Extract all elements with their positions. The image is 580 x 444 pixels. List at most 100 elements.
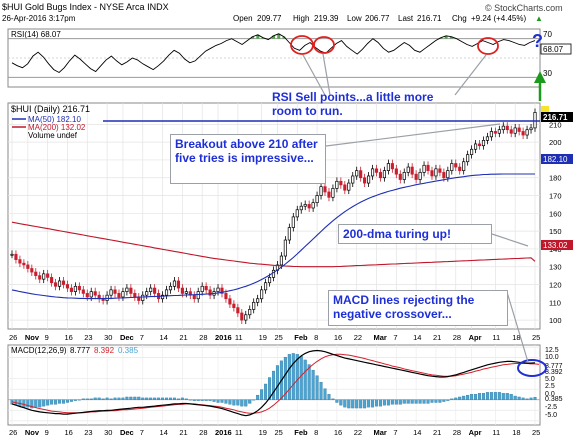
price-y-tick-170: 170 bbox=[549, 192, 562, 201]
price-x-tick-10: 28 bbox=[199, 333, 207, 342]
candle-body bbox=[509, 129, 513, 134]
candle-body bbox=[525, 129, 529, 136]
macd-right-label-6: 0.0 bbox=[545, 391, 555, 398]
candle-body bbox=[204, 285, 208, 291]
candle-body bbox=[216, 287, 220, 292]
candle-body bbox=[200, 285, 204, 292]
macd-histogram-bar bbox=[347, 399, 351, 409]
macd-right-label-4: 5.0 bbox=[545, 376, 555, 383]
candle-body bbox=[81, 289, 85, 294]
price-x-tick-20: 7 bbox=[393, 333, 397, 342]
macd-x-tick-12: 11 bbox=[235, 428, 243, 437]
price-x-tick-12: 11 bbox=[235, 333, 243, 342]
candle-body bbox=[319, 186, 323, 196]
candle-body bbox=[489, 131, 493, 138]
candle-body bbox=[485, 136, 490, 141]
candle-body bbox=[117, 293, 121, 298]
macd-x-tick-2: 9 bbox=[45, 428, 49, 437]
price-x-tick-19: Mar bbox=[374, 333, 387, 342]
candle-body bbox=[236, 307, 240, 314]
candle-body bbox=[414, 173, 418, 180]
macd-histogram-bar bbox=[438, 399, 442, 403]
candle-body bbox=[303, 204, 307, 207]
macd-histogram-bar bbox=[271, 370, 276, 400]
candle-body bbox=[359, 170, 363, 179]
quote-high-label: High bbox=[293, 14, 309, 23]
candle-body bbox=[339, 180, 343, 186]
candle-body bbox=[398, 173, 402, 180]
macd-histogram-bar bbox=[200, 399, 204, 401]
macd-histogram-bar bbox=[307, 364, 311, 400]
macd-histogram-bar bbox=[109, 398, 113, 400]
candle-body bbox=[335, 180, 339, 189]
macd-x-tick-9: 21 bbox=[179, 428, 187, 437]
macd-histogram-bar bbox=[291, 353, 295, 400]
candle-body bbox=[438, 168, 442, 173]
candle-body bbox=[434, 168, 438, 177]
candle-body bbox=[267, 277, 272, 284]
candle-body bbox=[295, 209, 299, 218]
pointer-rsi-1 bbox=[302, 54, 326, 96]
macd-histogram-bar bbox=[153, 397, 157, 400]
last-price-marker bbox=[541, 106, 549, 116]
candle-body bbox=[477, 143, 482, 147]
macd-histogram-bar bbox=[105, 397, 109, 400]
quote-chg-arrow: ▲ bbox=[535, 14, 543, 23]
candle-body bbox=[355, 170, 359, 177]
macd-histogram-bar bbox=[168, 397, 173, 400]
price-x-tick-5: 30 bbox=[104, 333, 112, 342]
candle-body bbox=[386, 163, 390, 171]
macd-panel: MACD(12,26,9) 8.777 8.392 0.385 12.510.0… bbox=[7, 344, 563, 426]
candle-body bbox=[517, 127, 521, 132]
price-y-tick-120: 120 bbox=[549, 281, 562, 290]
macd-histogram-bar bbox=[61, 399, 66, 404]
price-x-axis: 26 Nov 9 16 23 30 Dec 7 14 21 28 2016 11 19 25 Feb 8 16 22… bbox=[9, 333, 540, 342]
price-x-tick-6: Dec bbox=[120, 333, 134, 342]
macd-histogram-bar bbox=[311, 369, 315, 400]
candle-body bbox=[153, 287, 157, 294]
macd-histogram-bar bbox=[394, 399, 398, 405]
macd-histogram-bar bbox=[85, 398, 89, 400]
macd-histogram-bar bbox=[216, 399, 220, 403]
candle-body bbox=[462, 161, 466, 171]
candle-body bbox=[394, 168, 398, 175]
candle-body bbox=[125, 287, 129, 292]
macd-histogram-bar bbox=[489, 392, 493, 400]
macd-x-tick-24: Apr bbox=[469, 428, 482, 437]
candle-body bbox=[446, 170, 450, 179]
macd-x-tick-23: 28 bbox=[453, 428, 461, 437]
candle-body bbox=[497, 129, 501, 134]
candle-body bbox=[18, 259, 22, 264]
macd-histogram-bar bbox=[54, 399, 58, 405]
candle-body bbox=[343, 184, 347, 191]
quote-low-label: Low bbox=[347, 14, 362, 23]
price-x-tick-23: 28 bbox=[453, 333, 461, 342]
macd-histogram-bar bbox=[50, 399, 54, 405]
candle-body bbox=[382, 170, 387, 179]
candle-body bbox=[42, 273, 46, 280]
candle-body bbox=[442, 172, 446, 179]
price-y-tick-150: 150 bbox=[549, 227, 562, 236]
macd-histogram-bar bbox=[303, 359, 307, 400]
candle-body bbox=[521, 131, 525, 136]
candle-body bbox=[145, 291, 149, 296]
macd-histogram-bar bbox=[517, 396, 521, 400]
price-x-tick-7: 7 bbox=[140, 333, 144, 342]
callout-pointers bbox=[302, 53, 529, 363]
macd-legend-signal: 8.392 bbox=[94, 346, 115, 355]
rsi-sell-circle-2 bbox=[313, 36, 335, 54]
candle-body bbox=[252, 301, 256, 310]
candle-body bbox=[228, 298, 232, 305]
price-x-tick-25: 11 bbox=[492, 333, 500, 342]
macd-histogram-bar bbox=[176, 398, 180, 400]
candle-body bbox=[240, 312, 244, 321]
quote-open-label: Open bbox=[233, 14, 253, 23]
quote-open: 209.77 bbox=[257, 14, 282, 23]
macd-histogram-bar bbox=[430, 399, 434, 403]
candle-body bbox=[287, 227, 291, 241]
candle-body bbox=[176, 280, 180, 289]
macd-histogram-bar bbox=[525, 398, 529, 400]
ma200-line bbox=[11, 221, 536, 268]
